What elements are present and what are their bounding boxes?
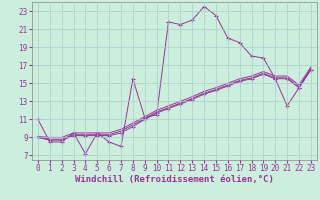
X-axis label: Windchill (Refroidissement éolien,°C): Windchill (Refroidissement éolien,°C) — [75, 175, 274, 184]
